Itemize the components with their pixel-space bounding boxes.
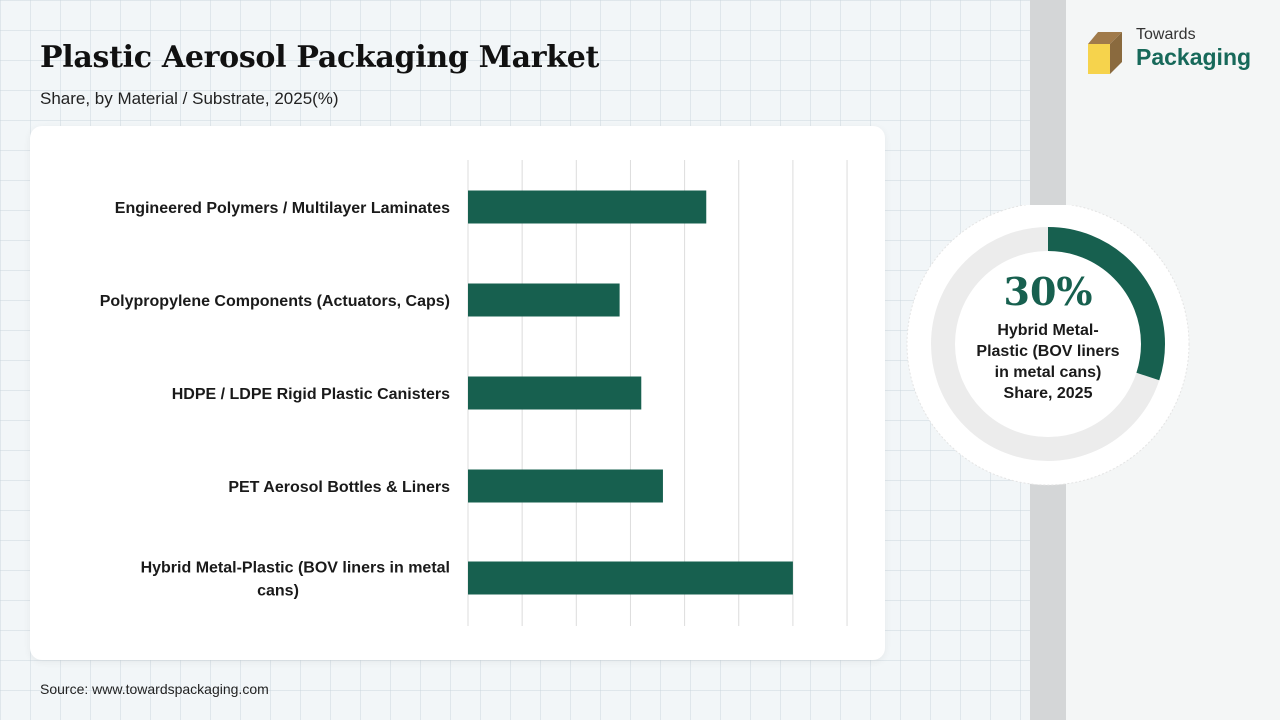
bar: [468, 190, 707, 224]
category-label: Hybrid Metal-Plastic (BOV liners in meta…: [141, 560, 450, 577]
box-logo-icon: [1088, 32, 1122, 74]
source-note: Source: www.towardspackaging.com: [40, 681, 269, 697]
donut-caption-line: Plastic (BOV liners: [976, 343, 1120, 360]
category-label: Engineered Polymers / Multilayer Laminat…: [115, 200, 450, 217]
category-label: HDPE / LDPE Rigid Plastic Canisters: [172, 386, 450, 403]
donut-center: 30% Hybrid Metal- Plastic (BOV liners in…: [958, 270, 1138, 404]
bar-chart: Engineered Polymers / Multilayer Laminat…: [100, 160, 848, 626]
donut-caption: Hybrid Metal- Plastic (BOV liners in met…: [958, 320, 1138, 404]
donut-caption-line: in metal cans): [994, 364, 1102, 381]
brand-line2: Packaging: [1136, 44, 1252, 70]
bar: [468, 469, 663, 503]
donut-caption-line: Share, 2025: [1003, 385, 1093, 402]
bar: [468, 561, 793, 595]
category-label: cans): [257, 583, 299, 600]
donut-caption-line: Hybrid Metal-: [997, 322, 1099, 339]
category-label: Polypropylene Components (Actuators, Cap…: [100, 293, 450, 310]
bar: [468, 283, 620, 317]
donut-chart: [906, 205, 1190, 486]
page-title: Plastic Aerosol Packaging Market: [40, 40, 600, 75]
bar: [468, 376, 642, 410]
donut-slice: [931, 227, 1165, 461]
page-subtitle: Share, by Material / Substrate, 2025(%): [40, 89, 339, 108]
brand-line1: Towards: [1136, 26, 1196, 43]
category-label: PET Aerosol Bottles & Liners: [228, 479, 450, 496]
donut-percentage: 30%: [1003, 269, 1093, 314]
